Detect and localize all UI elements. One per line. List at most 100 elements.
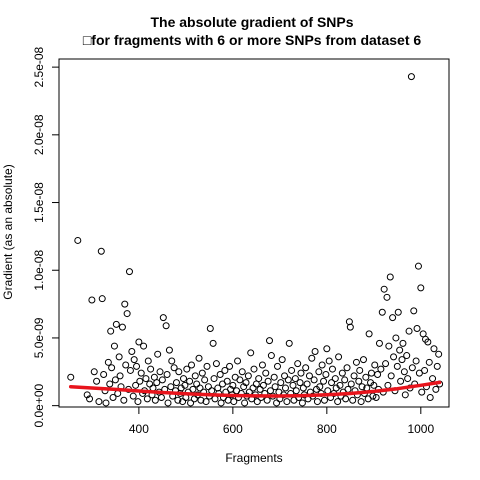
data-point — [175, 368, 183, 376]
data-point — [97, 247, 105, 255]
trend-line-group — [68, 380, 442, 398]
data-point — [196, 384, 204, 392]
data-point — [271, 383, 279, 391]
data-point — [331, 375, 339, 383]
data-point — [421, 366, 429, 374]
data-point — [278, 356, 286, 364]
data-point — [320, 396, 328, 404]
data-point — [399, 339, 407, 347]
data-point — [236, 376, 244, 384]
data-point — [397, 377, 405, 385]
data-point — [242, 379, 250, 387]
data-point — [224, 396, 232, 404]
data-point — [358, 383, 366, 391]
data-point — [294, 360, 302, 368]
data-point — [229, 381, 237, 389]
data-point — [226, 362, 234, 370]
data-point — [102, 399, 110, 407]
data-point — [405, 327, 413, 335]
plot-frame — [58, 58, 450, 408]
data-point — [375, 339, 383, 347]
data-point — [370, 381, 378, 389]
data-point — [401, 391, 409, 399]
data-point — [407, 73, 415, 81]
data-point — [412, 357, 420, 365]
data-point — [334, 398, 342, 406]
data-point — [299, 384, 307, 392]
data-point — [362, 373, 370, 381]
data-point — [372, 394, 380, 402]
data-point — [115, 353, 123, 361]
data-point — [247, 349, 255, 357]
data-point — [110, 342, 118, 350]
data-point — [259, 381, 267, 389]
data-point — [95, 398, 103, 406]
data-point — [153, 379, 161, 387]
data-point — [125, 268, 133, 276]
data-point — [352, 358, 360, 366]
data-point — [266, 337, 274, 345]
data-point — [212, 360, 220, 368]
chart-subtitle: □for fragments with 6 or more SNPs from … — [83, 32, 422, 48]
data-point — [191, 372, 199, 380]
x-axis: 400 600 800 1000 — [129, 407, 434, 436]
x-tick-label: 400 — [129, 422, 149, 436]
data-point — [390, 353, 398, 361]
data-point — [283, 398, 291, 406]
data-point — [292, 387, 300, 395]
data-point — [335, 353, 343, 361]
data-point — [106, 380, 114, 388]
data-point — [201, 376, 209, 384]
data-point — [112, 320, 120, 328]
data-point — [377, 365, 385, 373]
data-point — [108, 364, 116, 372]
data-point — [342, 395, 350, 403]
data-point — [396, 346, 404, 354]
data-point — [202, 398, 210, 406]
data-point — [302, 364, 310, 372]
data-point — [281, 384, 289, 392]
data-point — [249, 384, 257, 392]
data-point — [386, 273, 394, 281]
data-point — [344, 385, 352, 393]
data-point — [308, 354, 316, 362]
data-point — [383, 293, 391, 301]
data-point — [238, 368, 246, 376]
data-point — [432, 385, 440, 393]
data-point — [146, 380, 154, 388]
data-point — [424, 338, 432, 346]
data-point — [143, 395, 151, 403]
data-point — [320, 377, 328, 385]
data-point — [164, 399, 172, 407]
data-point — [163, 371, 171, 379]
data-point — [120, 396, 128, 404]
data-point — [417, 284, 425, 292]
data-point — [250, 365, 258, 373]
data-point — [291, 375, 299, 383]
data-point — [429, 375, 437, 383]
data-point — [137, 369, 145, 377]
data-point — [356, 366, 364, 374]
data-point — [297, 369, 305, 377]
trend-line — [68, 380, 442, 398]
y-tick-label: 5.0e-09 — [32, 317, 46, 358]
data-point — [157, 394, 165, 402]
data-point — [277, 379, 285, 387]
data-point — [403, 352, 411, 360]
data-point — [404, 375, 412, 383]
y-axis: 0.0e+00 5.0e-09 1.0e-08 1.5e-08 2.0e-08 2.5e-… — [32, 46, 59, 428]
data-point — [384, 381, 392, 389]
data-point — [151, 396, 159, 404]
data-point — [414, 262, 422, 270]
data-point — [357, 398, 365, 406]
data-point — [285, 339, 293, 347]
data-point — [262, 369, 270, 377]
data-point — [328, 379, 336, 387]
data-point — [263, 396, 271, 404]
y-tick-label: 2.5e-08 — [32, 46, 46, 87]
data-point — [216, 371, 224, 379]
data-point — [400, 368, 408, 376]
data-point — [347, 380, 355, 388]
data-point — [154, 350, 162, 358]
